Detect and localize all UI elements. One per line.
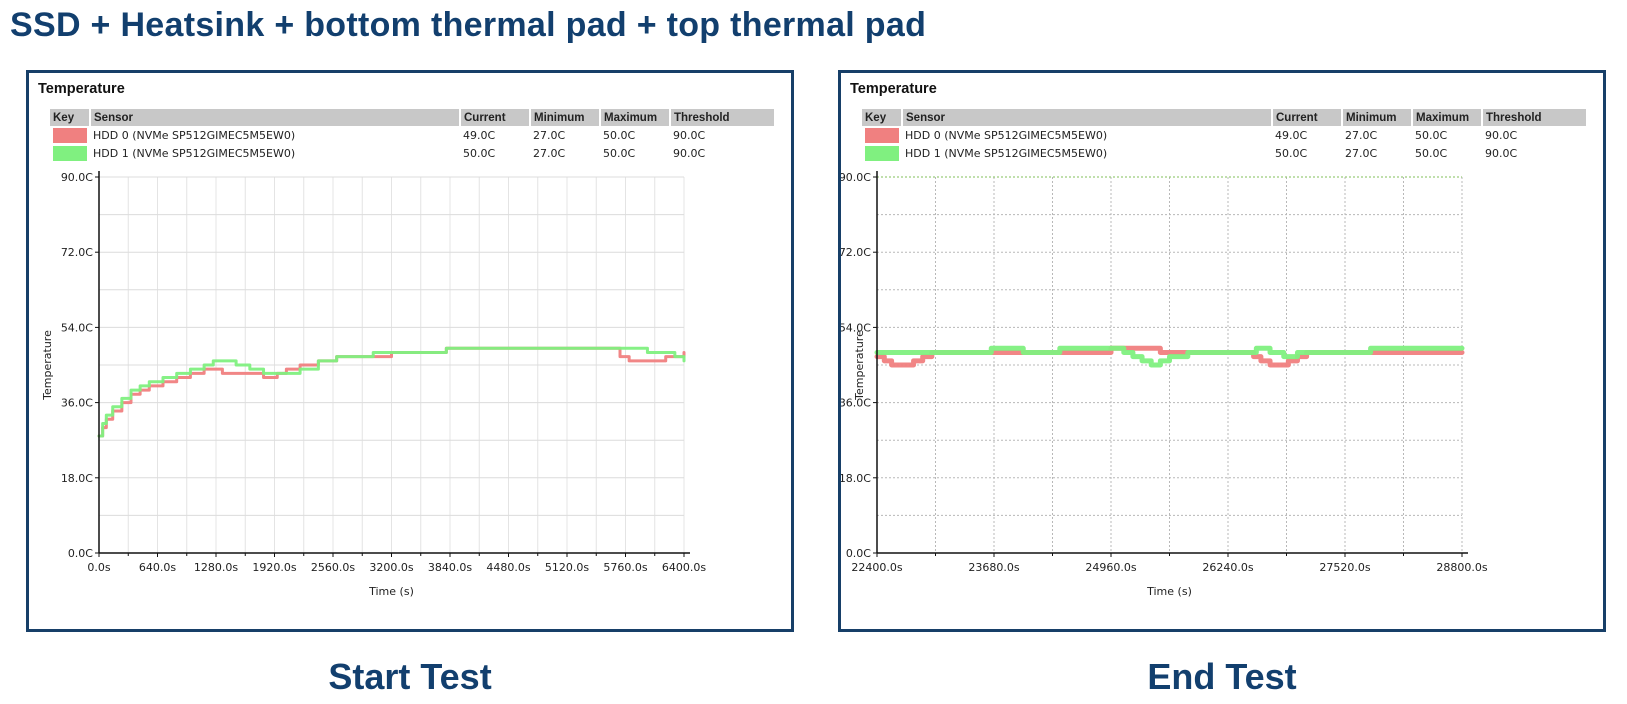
x-axis-label: Time (s) <box>368 585 414 598</box>
x-tick-label: 26240.0s <box>1202 561 1253 574</box>
caption-end-test: End Test <box>1147 656 1297 697</box>
legend-sensor: HDD 0 (NVMe SP512GIMEC5M5EW0) <box>905 128 1108 142</box>
x-tick-label: 0.0s <box>87 561 110 574</box>
x-tick-label: 2560.0s <box>311 561 355 574</box>
legend-header-minimum: Minimum <box>530 109 601 126</box>
legend-threshold: 90.0C <box>673 146 706 160</box>
legend-sensor: HDD 0 (NVMe SP512GIMEC5M5EW0) <box>93 128 296 142</box>
x-tick-label: 640.0s <box>139 561 176 574</box>
legend-header-sensor: Sensor <box>902 109 1273 126</box>
x-tick-label: 3200.0s <box>369 561 413 574</box>
legend-threshold: 90.0C <box>673 128 706 142</box>
y-tick-label: 72.0C <box>841 246 871 259</box>
legend-current: 49.0C <box>1275 128 1308 142</box>
y-tick-label: 72.0C <box>61 246 93 259</box>
gridlines <box>99 176 685 553</box>
gridlines <box>877 176 1463 553</box>
legend-header-current: Current <box>460 109 531 126</box>
legend-row[interactable]: HDD 0 (NVMe SP512GIMEC5M5EW0) 49.0C 27.0… <box>862 126 1587 144</box>
y-tick-label: 18.0C <box>61 472 93 485</box>
legend-header-current: Current <box>1272 109 1343 126</box>
legend-row[interactable]: HDD 1 (NVMe SP512GIMEC5M5EW0) 50.0C 27.0… <box>862 144 1587 162</box>
legend-header-threshold: Threshold <box>670 109 776 126</box>
temperature-chart-start: 0.0C 18.0C 36.0C 54.0C 72.0C 90.0C 0.0s 640.0s 1… <box>41 171 706 598</box>
legend-swatch-hdd1 <box>53 145 87 161</box>
x-tick-label: 4480.0s <box>486 561 530 574</box>
legend-current: 50.0C <box>1275 146 1308 160</box>
caption-start-test: Start Test <box>328 656 492 697</box>
legend-header-key: Key <box>862 109 903 126</box>
x-tick-label: 5760.0s <box>603 561 647 574</box>
legend-minimum: 27.0C <box>1345 128 1378 142</box>
legend-maximum: 50.0C <box>1415 146 1448 160</box>
legend-row[interactable]: HDD 1 (NVMe SP512GIMEC5M5EW0) 50.0C 27.0… <box>50 144 775 162</box>
y-tick-label: 90.0C <box>841 171 871 184</box>
legend-minimum: 27.0C <box>533 146 566 160</box>
series-line-hdd1 <box>874 345 1465 368</box>
legend-header-maximum: Maximum <box>1412 109 1483 126</box>
y-axis-label: Temperature <box>853 330 866 401</box>
y-tick-label: 90.0C <box>61 171 93 184</box>
x-axis-label: Time (s) <box>1146 585 1192 598</box>
y-axis-label: Temperature <box>41 330 54 401</box>
chart-panel-end: Temperature Key Sensor Current Minimum M… <box>838 70 1606 632</box>
x-tick-label: 5120.0s <box>545 561 589 574</box>
legend-table: Key Sensor Current Minimum Maximum Thres… <box>50 109 776 162</box>
legend-maximum: 50.0C <box>1415 128 1448 142</box>
y-tick-label: 0.0C <box>846 547 871 560</box>
legend-swatch-hdd0 <box>53 127 87 143</box>
y-tick-label: 36.0C <box>841 397 871 410</box>
legend-maximum: 50.0C <box>603 128 636 142</box>
panel-heading: Temperature <box>850 81 937 97</box>
legend-current: 50.0C <box>463 146 496 160</box>
chart-panel-start: Temperature Key Sensor Current Minimum M… <box>26 70 794 632</box>
legend-sensor: HDD 1 (NVMe SP512GIMEC5M5EW0) <box>905 146 1108 160</box>
temperature-chart-end: 0.0C 18.0C 36.0C 54.0C 72.0C 90.0C 22400.0s 236… <box>841 171 1488 598</box>
legend-minimum: 27.0C <box>533 128 566 142</box>
x-tick-label: 28800.0s <box>1436 561 1487 574</box>
legend-threshold: 90.0C <box>1485 146 1518 160</box>
legend-row[interactable]: HDD 0 (NVMe SP512GIMEC5M5EW0) 49.0C 27.0… <box>50 126 775 144</box>
legend-header-threshold: Threshold <box>1482 109 1588 126</box>
y-tick-label: 54.0C <box>61 321 93 334</box>
series-line-hdd0 <box>874 345 1465 368</box>
legend-header-row: Key Sensor Current Minimum Maximum Thres… <box>862 109 1588 126</box>
legend-table: Key Sensor Current Minimum Maximum Thres… <box>862 109 1588 162</box>
legend-header-key: Key <box>50 109 91 126</box>
x-tick-label: 1920.0s <box>252 561 296 574</box>
legend-header-minimum: Minimum <box>1342 109 1413 126</box>
x-tick-label: 23680.0s <box>968 561 1019 574</box>
legend-threshold: 90.0C <box>1485 128 1518 142</box>
legend-header-sensor: Sensor <box>90 109 461 126</box>
y-tick-label: 54.0C <box>841 321 871 334</box>
x-tick-label: 22400.0s <box>851 561 902 574</box>
panel-heading: Temperature <box>38 81 125 97</box>
page-title: SSD + Heatsink + bottom thermal pad + to… <box>10 6 927 44</box>
y-tick-label: 0.0C <box>68 547 93 560</box>
x-tick-label: 24960.0s <box>1085 561 1136 574</box>
legend-header-row: Key Sensor Current Minimum Maximum Thres… <box>50 109 776 126</box>
x-tick-label: 6400.0s <box>662 561 706 574</box>
y-tick-label: 36.0C <box>61 397 93 410</box>
x-tick-label: 27520.0s <box>1319 561 1370 574</box>
y-tick-label: 18.0C <box>841 472 871 485</box>
legend-current: 49.0C <box>463 128 496 142</box>
legend-swatch-hdd0 <box>865 127 899 143</box>
x-tick-label: 1280.0s <box>194 561 238 574</box>
legend-swatch-hdd1 <box>865 145 899 161</box>
legend-header-maximum: Maximum <box>600 109 671 126</box>
series-line-hdd1 <box>97 346 686 438</box>
legend-sensor: HDD 1 (NVMe SP512GIMEC5M5EW0) <box>93 146 296 160</box>
legend-maximum: 50.0C <box>603 146 636 160</box>
x-tick-label: 3840.0s <box>428 561 472 574</box>
legend-minimum: 27.0C <box>1345 146 1378 160</box>
